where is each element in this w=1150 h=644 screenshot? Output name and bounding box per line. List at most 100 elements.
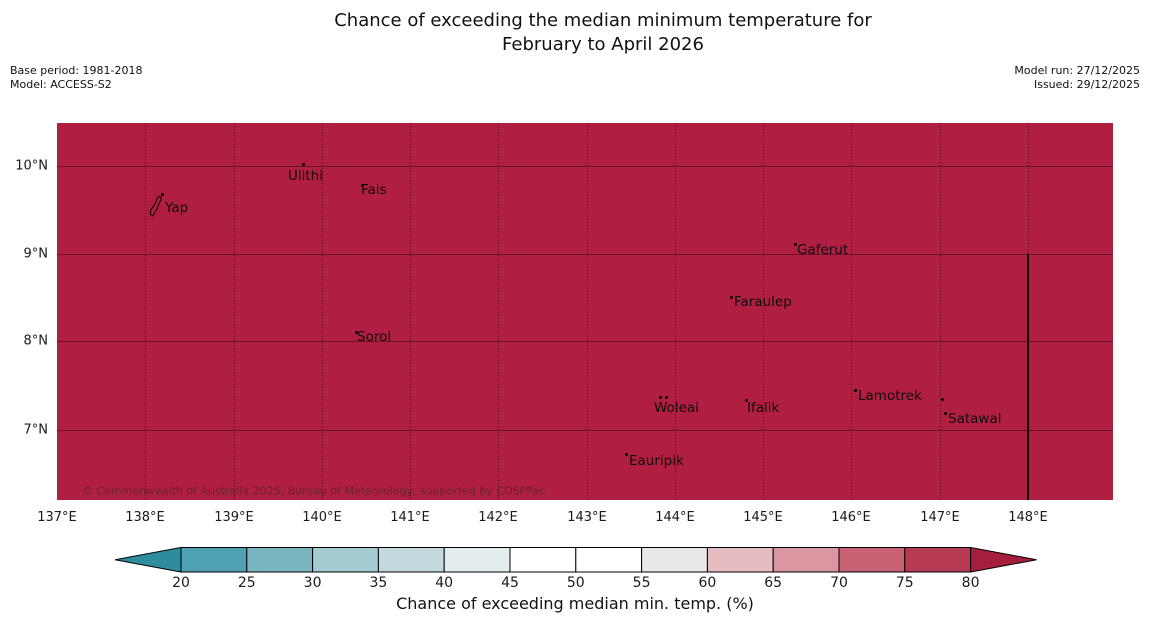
colorbar-tick-label: 35 <box>369 575 388 591</box>
colorbar-tick-label: 45 <box>501 575 519 591</box>
place-marker-islet <box>941 398 944 401</box>
place-label-satawal: Satawal <box>948 411 1002 427</box>
longitude-tick-label: 141°E <box>390 510 430 525</box>
title-line-1: Chance of exceeding the median minimum t… <box>334 10 872 31</box>
colorbar-tick-label: 50 <box>566 575 585 591</box>
longitude-tick-label: 145°E <box>743 510 783 525</box>
place-label-woleai: Woleai <box>654 400 699 416</box>
colorbar-segment <box>706 547 774 573</box>
place-label-faraulep: Faraulep <box>734 294 792 310</box>
longitude-tick-label: 137°E <box>37 510 77 525</box>
colorbar-tick-label: 55 <box>632 575 651 591</box>
title-line-2: February to April 2026 <box>502 34 704 55</box>
colorbar <box>115 546 1037 573</box>
longitude-tick-label: 146°E <box>831 510 871 525</box>
latitude-gridline <box>57 430 1113 431</box>
latitude-gridline <box>57 254 1113 255</box>
latitude-axis: 10°N 9°N 8°N 7°N <box>0 123 48 500</box>
place-label-ulithi: Ulithi <box>288 168 323 184</box>
place-marker-eauripik <box>625 453 628 456</box>
place-label-ifalik: Ifalik <box>747 400 780 416</box>
colorbar-tick-label: 40 <box>435 575 454 591</box>
place-marker-ulithi <box>302 163 305 166</box>
longitude-gridline <box>234 123 235 500</box>
longitude-tick-label: 139°E <box>214 510 254 525</box>
colorbar-segment <box>246 547 314 573</box>
longitude-gridline <box>322 123 323 500</box>
copyright-text: © Commonwealth of Australia 2025, Bureau… <box>82 484 546 498</box>
place-marker-satawal <box>944 412 947 415</box>
place-label-lamotrek: Lamotrek <box>858 388 922 404</box>
place-label-gaferut: Gaferut <box>797 242 849 258</box>
place-label-fais: Fais <box>361 182 387 198</box>
place-label-sorol: Sorol <box>357 329 392 345</box>
page-title: Chance of exceeding the median minimum t… <box>56 9 1150 57</box>
latitude-tick-label: 7°N <box>23 422 49 438</box>
place-marker-woleai <box>665 396 668 399</box>
place-label-yap: Yap <box>165 200 189 216</box>
latitude-gridline <box>57 341 1113 342</box>
model-run-text: Model run: 27/12/2025 <box>1014 64 1140 77</box>
island-outline-yap <box>149 195 163 221</box>
colorbar-tick-label: 25 <box>237 575 256 591</box>
longitude-gridline <box>763 123 764 500</box>
colorbar-segment <box>838 547 906 573</box>
model-text: Model: ACCESS-S2 <box>10 78 112 91</box>
base-period-text: Base period: 1981-2018 <box>10 64 143 77</box>
longitude-gridline <box>498 123 499 500</box>
colorbar-tick-label: 80 <box>961 575 980 591</box>
longitude-tick-label: 140°E <box>302 510 342 525</box>
colorbar-under-arrow <box>115 546 182 573</box>
region-boundary-line <box>1027 254 1029 500</box>
colorbar-tick-label: 65 <box>764 575 783 591</box>
place-marker-ifalik <box>745 399 748 402</box>
colorbar-segment <box>575 547 643 573</box>
issued-text: Issued: 29/12/2025 <box>1033 78 1140 91</box>
colorbar-segment <box>641 547 708 573</box>
colorbar-tick-label: 20 <box>172 575 190 591</box>
longitude-gridline <box>940 123 941 500</box>
colorbar-segment <box>509 547 577 573</box>
colorbar-segment <box>180 547 248 573</box>
place-marker-yap <box>161 193 164 196</box>
colorbar-segment <box>443 547 511 573</box>
meta-right: Model run: 27/12/2025 Issued: 29/12/2025 <box>1014 64 1140 92</box>
longitude-gridline <box>145 123 146 500</box>
longitude-gridline <box>410 123 411 500</box>
meta-left: Base period: 1981-2018 Model: ACCESS-S2 <box>10 64 142 92</box>
place-marker-gaferut <box>794 243 797 246</box>
colorbar-segment <box>772 547 840 573</box>
place-label-eauripik: Eauripik <box>629 453 684 469</box>
colorbar-segment <box>904 547 972 573</box>
place-marker-lamotrek <box>854 389 857 392</box>
latitude-tick-label: 8°N <box>23 333 49 349</box>
colorbar-ticks: 20 25 30 35 40 45 50 55 60 65 70 75 80 <box>172 575 979 593</box>
map: Yap Ulithi Fais Sorol Gaferut Faraulep Woleai I… <box>57 123 1113 500</box>
longitude-tick-label: 147°E <box>920 510 960 525</box>
longitude-tick-label: 148°E <box>1008 510 1048 525</box>
colorbar-segment <box>312 547 379 573</box>
colorbar-tick-label: 70 <box>830 575 848 591</box>
longitude-tick-label: 142°E <box>478 510 518 525</box>
colorbar-label: Chance of exceeding median min. temp. (%… <box>396 594 754 613</box>
latitude-tick-label: 10°N <box>15 158 48 174</box>
place-marker-fais <box>361 184 364 187</box>
longitude-axis: 137°E 138°E 139°E 140°E 141°E 142°E 143°E 144°E… <box>37 510 1113 530</box>
longitude-gridline <box>587 123 588 500</box>
longitude-tick-label: 138°E <box>125 510 165 525</box>
colorbar-tick-label: 75 <box>895 575 914 591</box>
place-marker-faraulep <box>730 296 733 299</box>
colorbar-tick-label: 30 <box>303 575 322 591</box>
latitude-tick-label: 9°N <box>23 246 49 262</box>
latitude-gridline <box>57 166 1113 167</box>
longitude-tick-label: 144°E <box>655 510 695 525</box>
longitude-gridline <box>675 123 676 500</box>
colorbar-over-arrow <box>970 546 1037 573</box>
place-marker-sorol <box>355 331 358 334</box>
colorbar-segment <box>377 547 445 573</box>
longitude-tick-label: 143°E <box>567 510 607 525</box>
longitude-gridline <box>851 123 852 500</box>
colorbar-tick-label: 60 <box>698 575 717 591</box>
place-marker-woleai <box>659 396 662 399</box>
